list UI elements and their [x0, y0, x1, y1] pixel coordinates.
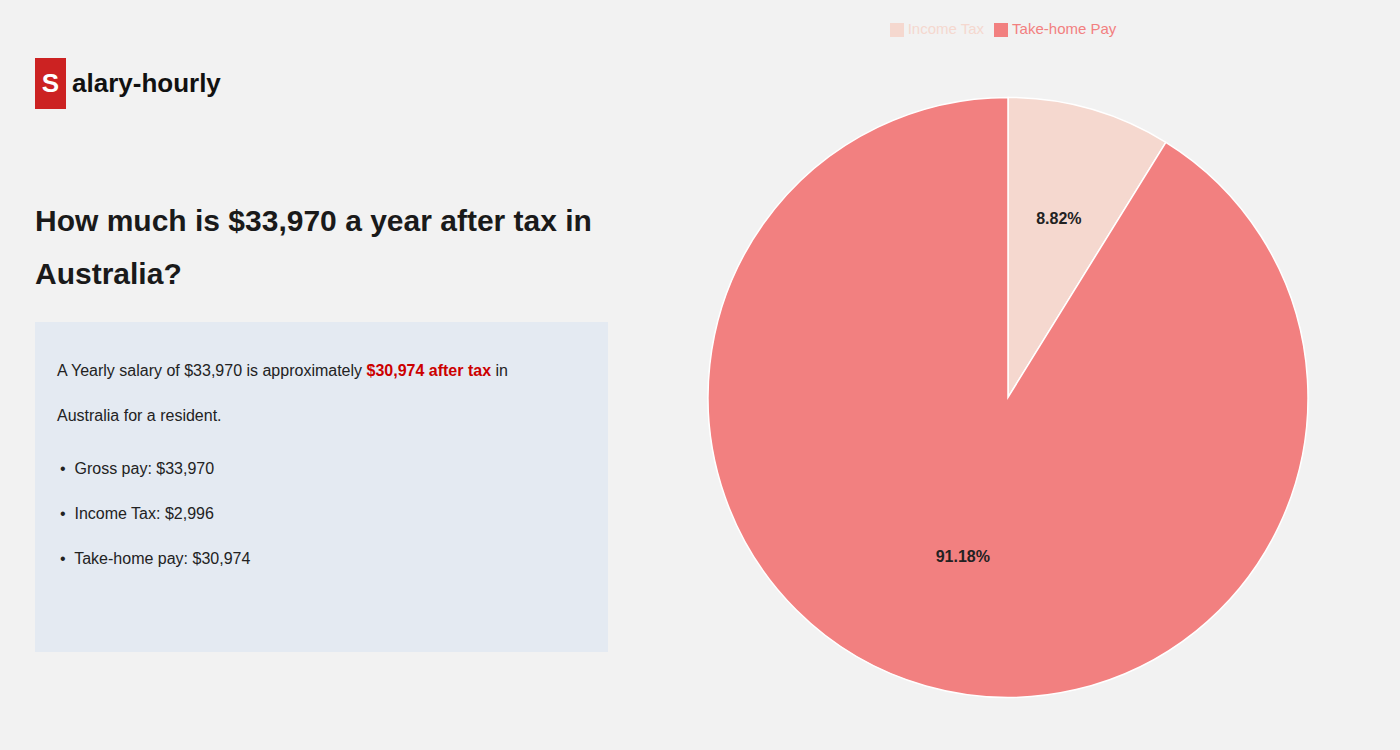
html-text:Take-home Pay: Take-home Pay: [1012, 20, 1117, 37]
html-text:• Income Tax: $2,996: • Income Tax: $2,996: [60, 505, 214, 522]
html-text:S: S: [41, 68, 60, 98]
html-text:• Gross pay: $33,970: • Gross pay: $33,970: [60, 460, 215, 477]
html-text:alary-hourly: alary-hourly: [72, 68, 221, 98]
html-text:How much is $33,970 a year aft: How much is $33,970 a year after tax in: [35, 204, 592, 237]
svg-text:8.82%: 8.82%: [1036, 210, 1081, 227]
html-text:A Yearly salary of $33,970 is: A Yearly salary of $33,970 is approximat…: [57, 362, 508, 379]
svg-text:91.18%: 91.18%: [936, 548, 990, 565]
html-text:Australia for a resident.: Australia for a resident.: [57, 407, 222, 424]
html-text:Australia?: Australia?: [35, 257, 182, 290]
html-text:• Take-home pay: $30,974: • Take-home pay: $30,974: [60, 550, 251, 567]
html-text:Income Tax: Income Tax: [907, 20, 985, 37]
